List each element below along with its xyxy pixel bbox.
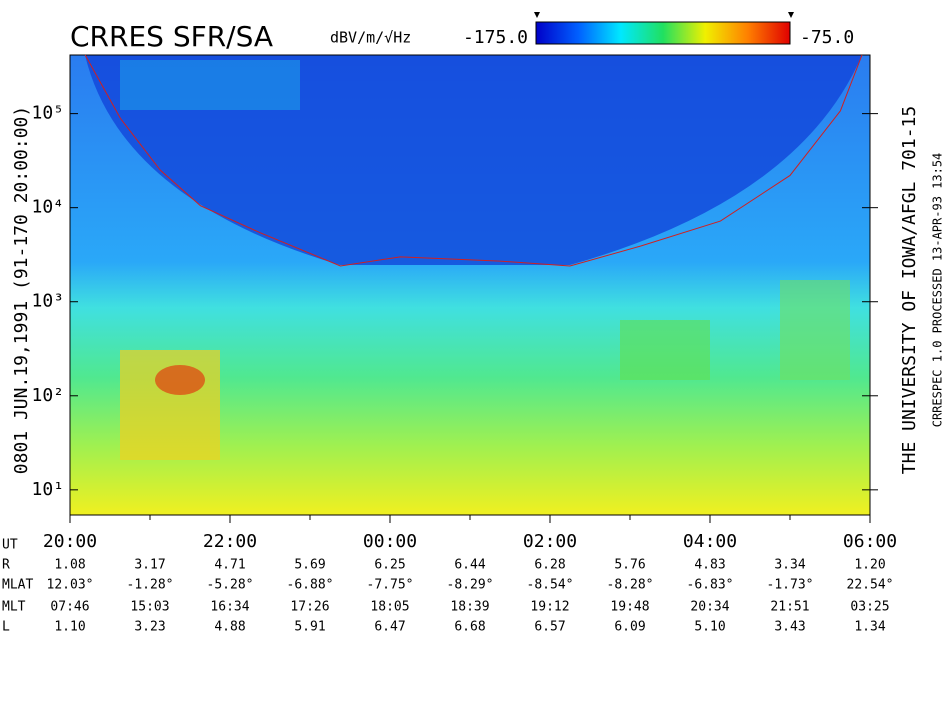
y-tick-label: 10³ <box>31 291 64 312</box>
ephemeris-cell: 6.09 <box>614 620 645 635</box>
ephemeris-cell: -1.73° <box>767 578 814 593</box>
ephemeris-cell: 3.34 <box>774 558 805 573</box>
ephemeris-cell: 3.23 <box>134 620 165 635</box>
x-tick-label: 22:00 <box>203 531 257 552</box>
y-tick-label: 10² <box>31 385 64 406</box>
ephemeris-cell: -8.29° <box>447 578 494 593</box>
spectrogram-background <box>70 55 870 515</box>
ephemeris-cell: 3.43 <box>774 620 805 635</box>
ephemeris-cell: 4.83 <box>694 558 725 573</box>
x-tick-label: 04:00 <box>683 531 737 552</box>
ephemeris-cell: 5.76 <box>614 558 645 573</box>
colorbar-min: -175.0 <box>463 27 528 48</box>
ephemeris-cell: 4.88 <box>214 620 245 635</box>
ephemeris-cell: -6.83° <box>687 578 734 593</box>
ephemeris-row-label: MLT <box>2 600 26 615</box>
colorbar <box>535 21 791 45</box>
ephemeris-cell: 3.17 <box>134 558 165 573</box>
ephemeris-cell: 1.08 <box>54 558 85 573</box>
ephemeris-cell: -1.28° <box>127 578 174 593</box>
left-label: 0801 JUN.19,1991 (91-170 20:00:00) <box>11 106 32 474</box>
ephemeris-cell: -8.28° <box>607 578 654 593</box>
ephemeris-cell: 18:39 <box>450 600 489 615</box>
ephemeris-cell: 5.10 <box>694 620 725 635</box>
cutoff-line <box>84 54 863 267</box>
ephemeris-cell: 15:03 <box>130 600 169 615</box>
ephemeris-cell: 20:34 <box>690 600 729 615</box>
colorbar-unit: dBV/m/√Hz <box>330 29 411 47</box>
right-note: CRRESPEC 1.0 PROCESSED 13-APR-93 13:54 <box>931 153 945 428</box>
ephemeris-cell: 5.69 <box>294 558 325 573</box>
x-tick-label: 06:00 <box>843 531 897 552</box>
chart-title: CRRES SFR/SA <box>70 20 273 53</box>
ephemeris-row-label: R <box>2 558 10 573</box>
ephemeris-cell: 6.25 <box>374 558 405 573</box>
ephemeris-cell: 19:48 <box>610 600 649 615</box>
ephemeris-cell: 07:46 <box>50 600 89 615</box>
ephemeris-cell: 5.91 <box>294 620 325 635</box>
ephemeris-cell: 19:12 <box>530 600 569 615</box>
ephemeris-cell: 1.20 <box>854 558 885 573</box>
ephemeris-cell: 1.34 <box>854 620 885 635</box>
ephemeris-cell: 21:51 <box>770 600 809 615</box>
ephemeris-cell: 4.71 <box>214 558 245 573</box>
y-tick-label: 10⁴ <box>31 197 64 218</box>
y-tick-label: 10¹ <box>31 479 64 500</box>
ephemeris-cell: 18:05 <box>370 600 409 615</box>
ephemeris-cell: 03:25 <box>850 600 889 615</box>
ephemeris-cell: 6.47 <box>374 620 405 635</box>
x-axis-label: UT <box>2 538 18 553</box>
x-tick-label: 20:00 <box>43 531 97 552</box>
y-tick-label: 10⁵ <box>31 103 64 124</box>
x-tick-label: 00:00 <box>363 531 417 552</box>
ephemeris-cell: 1.10 <box>54 620 85 635</box>
ephemeris-cell: 16:34 <box>210 600 249 615</box>
x-tick-label: 02:00 <box>523 531 577 552</box>
ephemeris-cell: -7.75° <box>367 578 414 593</box>
ephemeris-cell: -6.88° <box>287 578 334 593</box>
ephemeris-cell: -5.28° <box>207 578 254 593</box>
ephemeris-cell: 6.68 <box>454 620 485 635</box>
ephemeris-cell: -8.54° <box>527 578 574 593</box>
colorbar-max: -75.0 <box>800 27 854 48</box>
colorbar-marker <box>534 12 794 18</box>
right-label: THE UNIVERSITY OF IOWA/AFGL 701-15 <box>899 106 920 474</box>
ephemeris-cell: 6.28 <box>534 558 565 573</box>
ephemeris-cell: 22.54° <box>847 578 894 593</box>
ephemeris-cell: 12.03° <box>47 578 94 593</box>
ephemeris-row-label: L <box>2 620 10 635</box>
ephemeris-cell: 17:26 <box>290 600 329 615</box>
ephemeris-cell: 6.44 <box>454 558 485 573</box>
ephemeris-cell: 6.57 <box>534 620 565 635</box>
ephemeris-row-label: MLAT <box>2 578 33 593</box>
